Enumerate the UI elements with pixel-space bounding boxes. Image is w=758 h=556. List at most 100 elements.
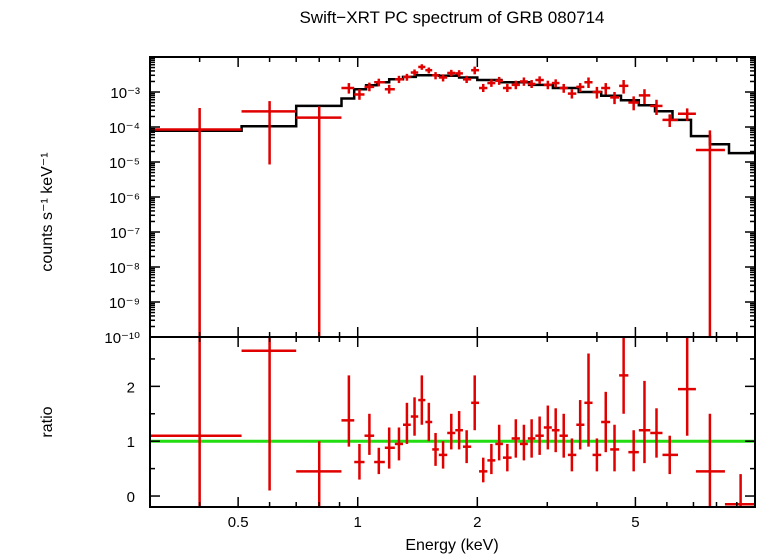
spectrum-point-3 (341, 83, 355, 94)
model-curve (150, 74, 755, 155)
model-step-line (150, 74, 755, 155)
spectrum-point-4 (354, 89, 365, 100)
ratio-data-points (150, 337, 755, 507)
ratio-point-6 (374, 447, 385, 475)
spectrum-point-38 (638, 89, 651, 105)
spectrum-point-30 (567, 89, 577, 99)
ratio-point-24 (519, 424, 528, 461)
ratio-point-16 (455, 411, 463, 450)
ratio-point-27 (543, 405, 552, 450)
ratio-point-10 (410, 397, 419, 436)
spectrum-point-24 (519, 77, 528, 86)
ratio-point-36 (619, 337, 629, 414)
spectrum-frame (149, 56, 756, 338)
ratio-point-32 (584, 353, 593, 447)
ratio-point-37 (628, 430, 639, 472)
spectrum-point-10 (410, 69, 419, 76)
spectrum-point-33 (592, 86, 602, 99)
y-tick-label: 10⁻⁴ (109, 120, 140, 137)
spectrum-point-12 (425, 67, 433, 74)
y-axis-label-ratio: ratio (39, 406, 56, 437)
ratio-point-40 (662, 435, 679, 475)
spectrum-point-21 (495, 76, 503, 85)
ratio-point-29 (559, 413, 568, 458)
ratio-axis-ticks (149, 337, 755, 507)
x-tick-label: 5 (631, 514, 639, 531)
energy-tick-labels: 0.5 1 2 5 (228, 514, 640, 531)
ratio-point-12 (425, 402, 433, 442)
ratio-point-13 (432, 432, 439, 466)
spectrum-point-40 (662, 114, 679, 127)
ratio-point-22 (502, 443, 512, 472)
ratio-panel: 0 1 2 0.5 1 2 5 (127, 336, 756, 531)
ratio-point-8 (394, 427, 403, 461)
ratio-point-23 (511, 419, 520, 458)
spectrum-point-29 (559, 83, 568, 93)
x-tick-label: 2 (473, 514, 481, 531)
y-tick-label: 10⁻⁸ (109, 260, 140, 277)
ratio-point-14 (438, 441, 448, 469)
ratio-point-26 (535, 416, 544, 455)
ratio-point-35 (610, 424, 620, 472)
y-tick-label: 10⁻³ (110, 85, 140, 102)
spectrum-point-16 (455, 70, 463, 77)
spectrum-point-9 (402, 73, 411, 81)
ratio-point-39 (650, 408, 663, 458)
spectrum-point-41 (678, 108, 696, 121)
ratio-point-0 (150, 337, 242, 507)
y-tick-label: 1 (127, 434, 135, 451)
ratio-point-38 (638, 380, 651, 464)
spectrum-point-42 (695, 130, 725, 337)
ratio-point-18 (471, 375, 480, 431)
ratio-point-43 (724, 474, 755, 507)
spectrum-point-19 (479, 83, 488, 92)
spectrum-point-17 (462, 75, 472, 84)
ratio-point-19 (479, 457, 488, 483)
spectrum-point-5 (364, 82, 375, 92)
spectrum-point-27 (543, 80, 552, 90)
x-tick-label: 0.5 (228, 514, 249, 531)
spectrum-point-32 (584, 77, 593, 89)
spectrum-y-tick-labels: 10⁻³ 10⁻⁴ 10⁻⁵ 10⁻⁶ 10⁻⁷ 10⁻⁸ 10⁻⁹ 10⁻¹⁰ (104, 85, 140, 347)
spectrum-data-points (150, 64, 725, 337)
spectrum-point-28 (551, 79, 560, 88)
x-axis-label: Energy (keV) (405, 537, 498, 554)
y-tick-label: 10⁻⁶ (109, 190, 140, 207)
spectrum-point-25 (527, 80, 536, 89)
spectrum-point-26 (535, 76, 544, 84)
ratio-point-2 (296, 441, 342, 507)
y-axis-label-counts: counts s⁻¹ keV⁻¹ (39, 152, 56, 271)
spectrum-point-23 (511, 80, 520, 90)
ratio-point-11 (418, 375, 426, 425)
ratio-frame (149, 336, 756, 508)
ratio-point-9 (402, 402, 411, 444)
ratio-point-33 (592, 438, 602, 472)
ratio-y-tick-labels: 0 1 2 (127, 379, 135, 506)
spectrum-point-0 (150, 107, 242, 337)
spectrum-point-15 (447, 69, 456, 77)
spectrum-point-18 (471, 66, 480, 75)
ratio-point-5 (364, 413, 375, 455)
ratio-point-42 (695, 413, 725, 507)
spectrum-point-14 (438, 74, 448, 82)
ratio-point-28 (551, 408, 560, 453)
ratio-point-15 (447, 413, 456, 450)
spectrum-panel: 10⁻³ 10⁻⁴ 10⁻⁵ 10⁻⁶ 10⁻⁷ 10⁻⁸ 10⁻⁹ 10⁻¹⁰ (104, 56, 756, 347)
ratio-point-1 (241, 337, 297, 491)
x-tick-label: 1 (354, 514, 362, 531)
spectrum-point-37 (628, 96, 639, 111)
ratio-point-17 (462, 430, 472, 464)
spectrum-point-2 (296, 106, 342, 337)
spectrum-point-1 (241, 101, 297, 165)
spectrum-point-22 (502, 83, 512, 92)
ratio-point-3 (341, 375, 355, 447)
ratio-point-34 (601, 391, 611, 453)
spectrum-point-20 (487, 79, 496, 87)
ratio-point-4 (354, 443, 365, 480)
ratio-point-31 (576, 400, 585, 450)
spectrum-point-11 (418, 64, 426, 70)
ratio-point-30 (567, 438, 577, 472)
spectrum-point-8 (394, 75, 403, 84)
y-tick-label: 10⁻⁵ (109, 155, 140, 172)
spectrum-point-34 (601, 83, 611, 95)
